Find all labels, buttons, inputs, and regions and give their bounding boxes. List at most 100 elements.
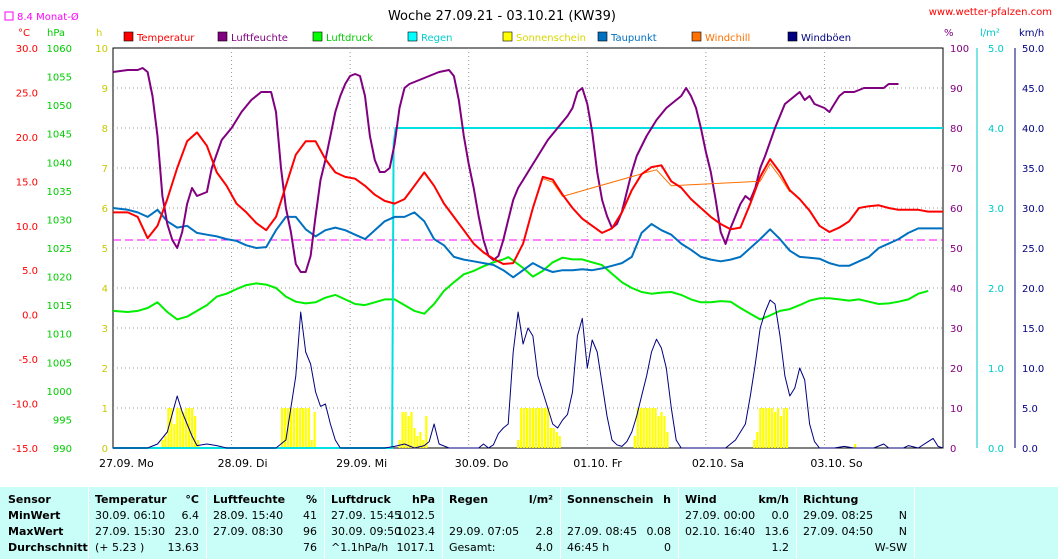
sunshine-tick-label: 3: [102, 324, 108, 335]
x-tick-label: 29.09. Mi: [336, 457, 387, 470]
temperature-tick-label: 5.0: [22, 266, 38, 277]
sunshine-bar: [633, 436, 636, 448]
x-tick-label: 30.09. Do: [455, 457, 509, 470]
cell-pressure-value: 1017.1: [396, 541, 436, 554]
header-direction: Richtung: [803, 493, 859, 506]
pressure-tick-label: 1030: [47, 215, 72, 226]
sunshine-bar: [416, 436, 419, 448]
legend-label: Taupunkt: [610, 33, 657, 44]
legend-label: Windchill: [705, 33, 750, 44]
cell-rain-value: 2.8: [535, 525, 554, 538]
series-line-taupunkt: [112, 207, 943, 279]
sunshine-bar: [540, 408, 544, 448]
legend-label: Regen: [421, 33, 453, 44]
legend-swatch: [502, 31, 513, 42]
sunshine-tick-label: 2: [102, 364, 108, 375]
legend-swatch: [407, 31, 418, 42]
cell-pressure-value: 1023.4: [396, 525, 436, 538]
legend: Temperatur Luftfeuchte Luftdruck Regen Sonne…: [123, 31, 851, 44]
rain-tick-label: 0.0: [988, 444, 1004, 455]
sunshine-bar: [534, 408, 538, 448]
pressure-tick-label: 990: [53, 444, 72, 455]
sunshine-tick-label: 5: [102, 244, 108, 255]
pressure-tick-label: 1000: [47, 387, 72, 398]
sunshine-bars: [161, 408, 857, 448]
cell-humidity-value: 76: [303, 541, 317, 554]
sunshine-bar: [526, 408, 529, 448]
pressure-tick-label: 1055: [47, 73, 72, 84]
humidity-tick-label: 20: [950, 364, 963, 375]
sunshine-bar: [642, 408, 645, 448]
stats-table: [0, 487, 1058, 559]
sunshine-bar: [782, 408, 786, 448]
sunshine-bar: [648, 408, 651, 448]
temperature-tick-label: 25.0: [16, 88, 38, 99]
cell-rain-value: 4.0: [535, 541, 554, 554]
sunshine-tick-label: 9: [102, 84, 108, 95]
sunshine-bar: [422, 440, 425, 448]
header-sunshine: Sonnenschein: [567, 493, 654, 506]
legend-label: Windböen: [801, 33, 851, 44]
sunshine-tick-label: 7: [102, 164, 108, 175]
sunshine-bar: [660, 412, 663, 448]
sunshine-bar: [854, 444, 857, 448]
table-separator: [206, 487, 207, 559]
humidity-tick-label: 80: [950, 124, 963, 135]
cell-temp-value: 23.0: [174, 525, 200, 538]
table-separator: [678, 487, 679, 559]
sunshine-bar: [313, 412, 316, 448]
table-separator: [560, 487, 561, 559]
cell-temp-value: 6.4: [181, 509, 200, 522]
pressure-tick-label: 995: [53, 415, 72, 426]
sunshine-bar: [410, 412, 413, 448]
cell-wind-time: 27.09. 00:00: [685, 509, 756, 522]
pressure-tick-label: 1040: [47, 158, 72, 169]
sunshine-bar: [191, 408, 194, 448]
pressure-tick-label: 1025: [47, 244, 72, 255]
temperature-tick-label: 0.0: [22, 311, 38, 322]
avg-legend-label: 8.4 Monat-Ø: [17, 11, 79, 23]
x-tick-label: 01.10. Fr: [573, 457, 622, 470]
legend-label: Temperatur: [136, 33, 195, 44]
wind-tick-label: 40.0: [1022, 124, 1044, 135]
temperature-tick-label: 10.0: [16, 222, 38, 233]
cell-humidity-time: 27.09. 08:30: [213, 525, 284, 538]
pressure-tick-label: 1045: [47, 130, 72, 141]
series-line-windböen: [113, 299, 944, 449]
x-tick-label: 03.10. So: [810, 457, 862, 470]
sunshine-bar: [407, 416, 410, 448]
sunshine-tick-label: 0: [102, 444, 108, 455]
sunshine-bar: [531, 408, 535, 448]
sunshine-bar: [759, 408, 762, 448]
cell-direction-value: W-SW: [874, 541, 907, 554]
sunshine-bar: [779, 416, 783, 448]
header-wind: Wind: [685, 493, 717, 506]
sunshine-tick-label: 10: [95, 44, 108, 55]
sunshine-bar: [555, 432, 558, 448]
x-tick-label: 27.09. Mo: [99, 457, 154, 470]
website-link[interactable]: www.wetter-pfalzen.com: [929, 7, 1052, 18]
sunshine-bar: [645, 408, 648, 448]
header-pressure: Luftdruck: [331, 493, 391, 506]
sunshine-bar: [280, 408, 284, 448]
temperature-tick-label: -15.0: [12, 444, 38, 455]
cell-temp-time: 27.09. 15:30: [95, 525, 166, 538]
wind-tick-label: 5.0: [1022, 404, 1038, 415]
humidity-tick-label: 0: [950, 444, 956, 455]
pressure-tick-label: 1060: [47, 44, 72, 55]
axis-ticks: 30.025.020.015.010.05.00.0-5.0-10.0-15.0…: [12, 44, 1044, 455]
cell-pressure-time: 30.09. 09:50: [331, 525, 402, 538]
sunshine-bar: [785, 408, 789, 448]
humidity-tick-label: 100: [950, 44, 969, 55]
weather-chart: Woche 27.09.21 - 03.10.21 (KW39) www.wet…: [4, 7, 1052, 470]
sunshine-tick-label: 6: [102, 204, 108, 215]
sunshine-bar: [401, 412, 404, 448]
cell-sun-value: 0: [664, 541, 671, 554]
legend-label: Luftdruck: [326, 33, 373, 44]
humidity-tick-label: 90: [950, 84, 963, 95]
wind-unit-label: km/h: [1019, 28, 1044, 39]
cell-sun-value: 0.08: [646, 525, 672, 538]
sunshine-bar: [292, 408, 296, 448]
sunshine-bar: [289, 408, 293, 448]
humidity-tick-label: 60: [950, 204, 963, 215]
